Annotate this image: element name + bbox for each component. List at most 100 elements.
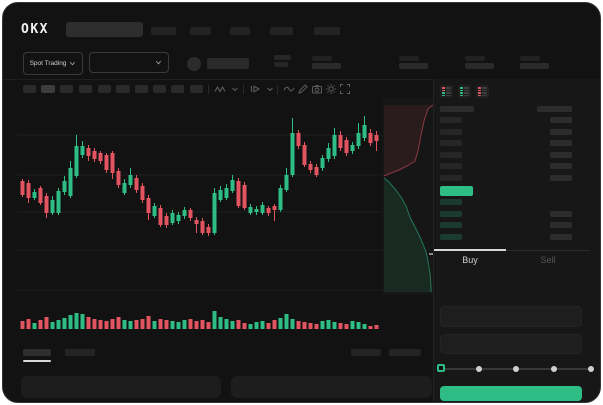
candle-body	[50, 200, 55, 213]
book-bids-icon[interactable]	[458, 85, 471, 98]
slider-stop-dot[interactable]	[475, 366, 482, 372]
chart-footer-tab-active[interactable]	[23, 349, 51, 356]
search-input[interactable]	[66, 22, 143, 37]
nav-item-5[interactable]	[314, 27, 340, 35]
slider-stop-dot[interactable]	[513, 366, 519, 372]
volume-bar	[122, 320, 127, 329]
volume-bar	[212, 311, 217, 329]
camera-icon[interactable]	[311, 83, 323, 95]
timeframe-button-6[interactable]	[116, 85, 130, 93]
tab-sell[interactable]: Sell	[540, 255, 556, 265]
draw-pencil-icon[interactable]	[297, 83, 309, 95]
bid-price-placeholder[interactable]	[440, 199, 462, 205]
candle-body	[236, 181, 241, 206]
ask-price-placeholder[interactable]	[440, 117, 462, 123]
timeframe-button-5[interactable]	[98, 85, 111, 93]
nav-item-3[interactable]	[230, 27, 250, 35]
ask-price-placeholder[interactable]	[440, 163, 462, 170]
timeframe-button-1[interactable]	[23, 85, 36, 93]
timeframe-button-10[interactable]	[190, 85, 203, 93]
stat2-label	[399, 56, 419, 61]
chevron-down-icon[interactable]	[264, 83, 276, 95]
chart-footer-tab-2[interactable]	[65, 349, 95, 356]
timeframe-button-9[interactable]	[171, 85, 184, 93]
candle-body	[20, 181, 25, 195]
chart-footer-action-2[interactable]	[389, 349, 421, 356]
book-both-icon[interactable]	[440, 85, 453, 98]
price-input[interactable]	[440, 306, 582, 327]
ask-amount-placeholder[interactable]	[550, 128, 572, 135]
timeframe-button-3[interactable]	[60, 85, 73, 93]
volume-bar	[332, 322, 337, 329]
volume-bar	[344, 324, 349, 329]
amount-slider-handle[interactable]	[437, 364, 445, 372]
volume-bar	[374, 325, 379, 329]
line-tool-icon[interactable]	[283, 83, 295, 95]
candle-body	[62, 181, 67, 192]
gear-icon[interactable]	[325, 83, 337, 95]
nav-item-2[interactable]	[190, 27, 211, 35]
tab-buy[interactable]: Buy	[462, 255, 478, 265]
candle-body	[194, 220, 199, 224]
volume-bar	[230, 321, 235, 329]
volume-bar	[134, 320, 139, 329]
timeframe-button-7[interactable]	[135, 85, 148, 93]
volume-bar	[20, 321, 25, 329]
volume-bar	[284, 314, 289, 329]
ask-amount-placeholder[interactable]	[550, 175, 572, 181]
bid-amount-placeholder[interactable]	[550, 210, 572, 217]
timeframe-button-8[interactable]	[153, 85, 166, 93]
volume-bar	[368, 326, 373, 329]
toggle-row-color	[442, 87, 445, 89]
bid-price-placeholder[interactable]	[440, 222, 462, 229]
depth-bids-line	[383, 177, 432, 292]
volume-bar	[158, 319, 163, 329]
book-asks-icon[interactable]	[476, 85, 489, 98]
depth-asks-fill	[384, 105, 433, 176]
nav-item-4[interactable]	[270, 27, 293, 35]
volume-bar	[26, 319, 31, 329]
bid-amount-placeholder[interactable]	[550, 233, 572, 240]
depth-panel-bg	[382, 98, 433, 295]
chart-footer-action-1[interactable]	[351, 349, 381, 356]
fullscreen-icon[interactable]	[339, 83, 351, 95]
market-type-dropdown[interactable]: Spot Trading	[23, 52, 83, 75]
chevron-down-icon	[155, 60, 162, 65]
price-chart-canvas[interactable]	[17, 98, 433, 333]
ask-price-placeholder[interactable]	[440, 140, 462, 147]
last-price-placeholder	[207, 58, 249, 69]
ask-price-placeholder[interactable]	[440, 175, 462, 181]
amount-input[interactable]	[440, 334, 582, 354]
candle-body	[374, 135, 379, 141]
bid-price-placeholder[interactable]	[440, 233, 462, 240]
volume-bar	[68, 315, 73, 329]
pair-selector-dropdown[interactable]	[89, 52, 169, 73]
slider-stop-dot[interactable]	[588, 366, 594, 372]
buy-submit-button[interactable]	[440, 386, 582, 401]
nav-item-1[interactable]	[151, 27, 176, 35]
bid-amount-placeholder[interactable]	[550, 222, 572, 229]
candle-body	[182, 210, 187, 216]
toggle-row-color	[442, 94, 445, 96]
ask-amount-placeholder[interactable]	[550, 151, 572, 158]
candle-body	[26, 183, 31, 198]
indicators-icon[interactable]	[214, 83, 226, 95]
ask-price-placeholder[interactable]	[440, 151, 462, 158]
ask-price-placeholder[interactable]	[440, 128, 462, 135]
candle-body	[260, 205, 265, 213]
candle-body	[224, 188, 229, 198]
timeframe-button-2-active[interactable]	[41, 85, 55, 93]
volume-bar	[224, 319, 229, 329]
ask-amount-placeholder[interactable]	[550, 163, 572, 170]
toolbar-divider	[208, 85, 209, 94]
ask-amount-placeholder[interactable]	[550, 117, 572, 123]
slider-stop-dot[interactable]	[550, 366, 557, 372]
ask-amount-placeholder[interactable]	[550, 140, 572, 147]
bid-price-placeholder[interactable]	[440, 210, 462, 217]
chevron-down-icon[interactable]	[229, 83, 241, 95]
timeframe-button-4[interactable]	[79, 85, 92, 93]
candle-body	[170, 213, 175, 223]
volume-bar	[242, 323, 247, 329]
candle-body	[326, 148, 331, 159]
replay-icon[interactable]	[249, 83, 261, 95]
